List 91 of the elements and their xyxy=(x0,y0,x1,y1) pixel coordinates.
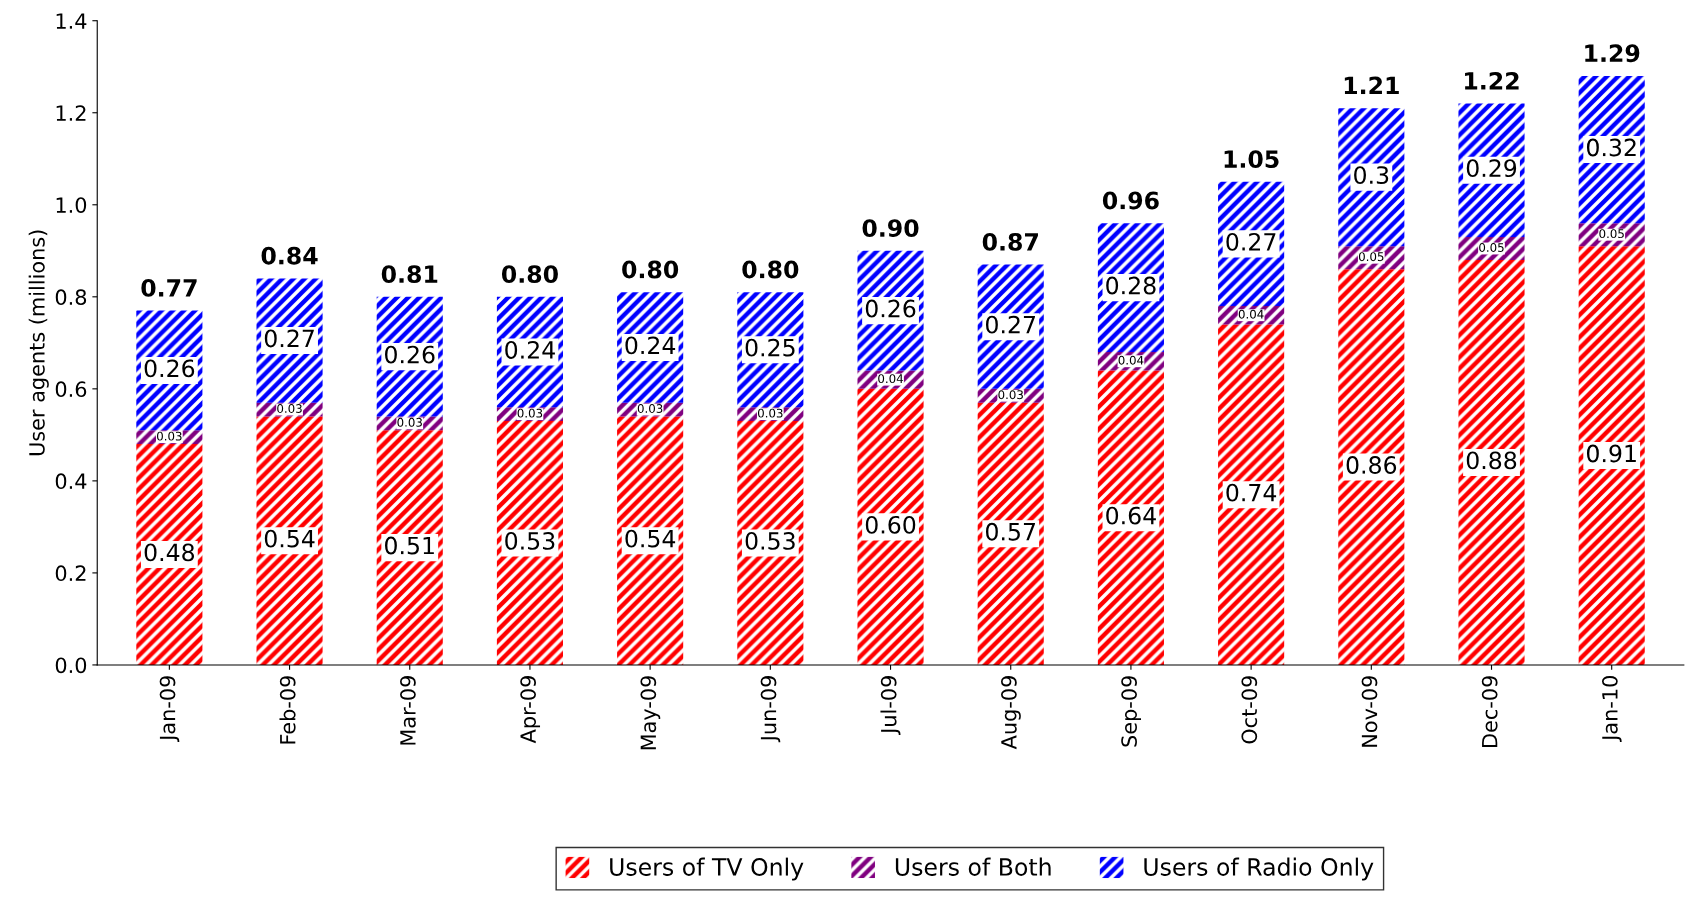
data-label: 0.57 xyxy=(986,522,1035,541)
y-tick-label: 0.0 xyxy=(55,657,87,674)
x-tick-label: Sep-09 xyxy=(1121,676,1141,747)
legend-label: Users of Both xyxy=(895,857,1051,876)
data-label: 0.53 xyxy=(505,531,555,550)
data-label: 0.64 xyxy=(1106,506,1156,525)
bar xyxy=(1097,370,1164,665)
total-label: 0.80 xyxy=(622,260,679,279)
x-tick-label: Apr-09 xyxy=(520,676,541,744)
data-label: 0.05 xyxy=(1479,242,1504,252)
total-label: 1.22 xyxy=(1465,71,1519,90)
data-label: 0.25 xyxy=(745,338,795,357)
data-label: 0.05 xyxy=(1599,229,1624,239)
bar xyxy=(617,416,684,665)
data-label: 0.51 xyxy=(385,536,434,555)
data-label: 0.26 xyxy=(385,345,435,364)
data-label: 0.60 xyxy=(865,515,916,534)
x-tick-label: Aug-09 xyxy=(1001,676,1021,750)
data-label: 0.03 xyxy=(637,404,663,413)
data-label: 0.26 xyxy=(865,299,916,318)
data-label: 0.48 xyxy=(144,543,195,562)
y-axis-title: User agents (millions) xyxy=(28,230,49,456)
data-label: 0.03 xyxy=(998,390,1023,400)
data-label: 0.03 xyxy=(277,404,302,413)
data-label: 0.03 xyxy=(517,408,543,418)
total-label: 1.29 xyxy=(1585,44,1640,63)
x-tick-label: Oct-09 xyxy=(1241,676,1258,744)
x-tick-label: Jul-09 xyxy=(880,676,901,735)
bar xyxy=(737,421,804,665)
x-tick-label: Jun-09 xyxy=(760,676,781,743)
total-label: 0.87 xyxy=(982,232,1038,251)
data-label: 0.53 xyxy=(745,531,795,550)
data-label: 0.88 xyxy=(1466,451,1517,470)
bar xyxy=(256,416,323,665)
data-label: 0.03 xyxy=(397,417,422,427)
y-tick-label: 0.2 xyxy=(55,565,86,582)
total-label: 0.90 xyxy=(862,219,919,238)
legend-label: Users of Radio Only xyxy=(1144,857,1374,881)
data-label: 0.24 xyxy=(505,341,555,359)
bar xyxy=(1218,324,1285,665)
bar xyxy=(496,421,563,665)
x-tick-label: May-09 xyxy=(640,676,661,750)
data-label: 0.86 xyxy=(1346,456,1397,474)
total-label: 1.21 xyxy=(1344,76,1399,95)
bar xyxy=(977,402,1044,665)
data-label: 0.04 xyxy=(1238,309,1264,319)
data-label: 0.26 xyxy=(144,359,195,378)
data-label: 0.28 xyxy=(1106,276,1156,295)
bar xyxy=(376,430,443,665)
total-label: 0.81 xyxy=(381,265,438,284)
bar xyxy=(136,444,203,665)
y-tick-label: 0.4 xyxy=(55,473,87,490)
x-tick-label: Jan-10 xyxy=(1601,676,1622,742)
data-label: 0.3 xyxy=(1354,166,1389,185)
data-label: 0.03 xyxy=(757,408,783,418)
total-label: 0.77 xyxy=(141,278,197,297)
bar xyxy=(1578,246,1645,665)
data-label: 0.27 xyxy=(1226,232,1276,251)
y-tick-label: 0.8 xyxy=(55,289,87,306)
data-label: 0.04 xyxy=(1118,355,1144,365)
legend-label: Users of TV Only xyxy=(610,857,804,881)
data-label: 0.54 xyxy=(264,529,315,548)
data-label: 0.29 xyxy=(1466,159,1517,178)
data-label: 0.74 xyxy=(1226,483,1277,502)
total-label: 0.84 xyxy=(261,246,318,265)
data-label: 0.03 xyxy=(156,431,182,441)
total-label: 0.80 xyxy=(742,260,799,279)
data-label: 0.27 xyxy=(264,329,314,348)
y-tick-label: 1.4 xyxy=(56,13,87,29)
data-label: 0.05 xyxy=(1358,252,1384,262)
x-tick-label: Nov-09 xyxy=(1361,676,1378,747)
y-tick-label: 1.0 xyxy=(56,197,87,213)
total-label: 1.05 xyxy=(1224,150,1279,168)
x-tick-label: Mar-09 xyxy=(400,676,416,745)
y-tick-label: 1.2 xyxy=(56,105,86,121)
bar xyxy=(1338,108,1405,247)
data-label: 0.27 xyxy=(986,315,1035,334)
data-label: 0.04 xyxy=(878,374,904,384)
bar xyxy=(1458,260,1525,665)
total-label: 0.96 xyxy=(1102,191,1159,210)
x-tick-label: Feb-09 xyxy=(279,676,296,744)
bar xyxy=(857,388,924,665)
data-label: 0.91 xyxy=(1586,444,1636,463)
data-label: 0.32 xyxy=(1586,138,1636,157)
x-tick-label: Dec-09 xyxy=(1481,676,1498,747)
bar xyxy=(1338,269,1405,665)
x-tick-label: Jan-09 xyxy=(159,676,180,742)
y-tick-label: 0.6 xyxy=(55,381,87,398)
total-label: 0.80 xyxy=(501,265,558,284)
data-label: 0.24 xyxy=(625,336,676,355)
data-label: 0.54 xyxy=(625,529,676,548)
